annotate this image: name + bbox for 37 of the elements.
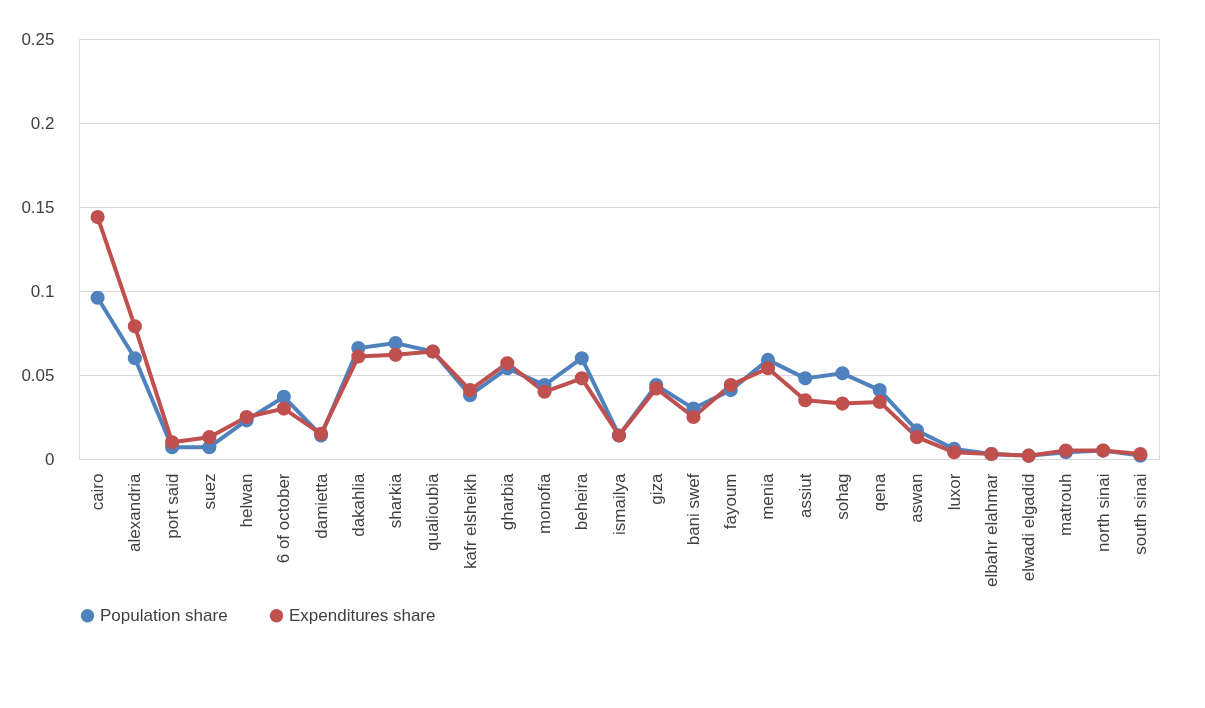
x-tick-label: south sinai [1130, 473, 1150, 555]
x-tick-label: giza [646, 472, 666, 505]
x-tick-label: elwadi elgadid [1019, 473, 1039, 582]
y-tick-label: 0.25 [21, 29, 55, 49]
x-tick-label: 6 of october [274, 473, 294, 564]
x-tick-label: matrouh [1056, 473, 1076, 536]
x-tick-label: gharbia [497, 472, 517, 531]
x-tick-label: cairo [88, 473, 108, 511]
x-tick-label: bani swef [683, 473, 703, 546]
y-tick-label: 0 [45, 449, 55, 469]
x-tick-label: sharkia [386, 472, 406, 529]
y-tick-label: 0.1 [30, 281, 55, 301]
x-tick-label: kafr elsheikh [460, 473, 480, 569]
x-tick-label: damietta [311, 472, 331, 539]
x-tick-label: qena [870, 472, 890, 512]
x-tick-label: ismailya [609, 472, 629, 535]
x-tick-label: suez [199, 473, 219, 510]
x-tick-label: sohag [832, 473, 852, 520]
x-tick-label: beheira [572, 472, 592, 531]
x-tick-label: aswan [907, 473, 927, 523]
y-tick-label: 0.15 [21, 197, 55, 217]
x-tick-label: helwan [237, 473, 257, 528]
x-tick-label: north sinai [1093, 473, 1113, 552]
x-tick-label: alexandria [125, 472, 145, 552]
x-tick-label: qualioubia [423, 472, 443, 552]
x-tick-label: elbahr elahmar [981, 473, 1001, 587]
legend-label: Population share [100, 605, 228, 625]
x-tick-label: monofia [535, 472, 555, 534]
x-tick-label: menia [758, 472, 778, 520]
y-tick-label: 0.2 [30, 113, 55, 133]
x-tick-label: port said [162, 473, 182, 539]
x-tick-label: assiut [795, 473, 815, 518]
y-tick-label: 0.05 [21, 365, 55, 385]
x-tick-label: fayoum [721, 473, 741, 530]
x-tick-label: dakahlia [348, 472, 368, 537]
legend-label: Expenditures share [289, 605, 436, 625]
x-tick-label: luxor [944, 473, 964, 511]
